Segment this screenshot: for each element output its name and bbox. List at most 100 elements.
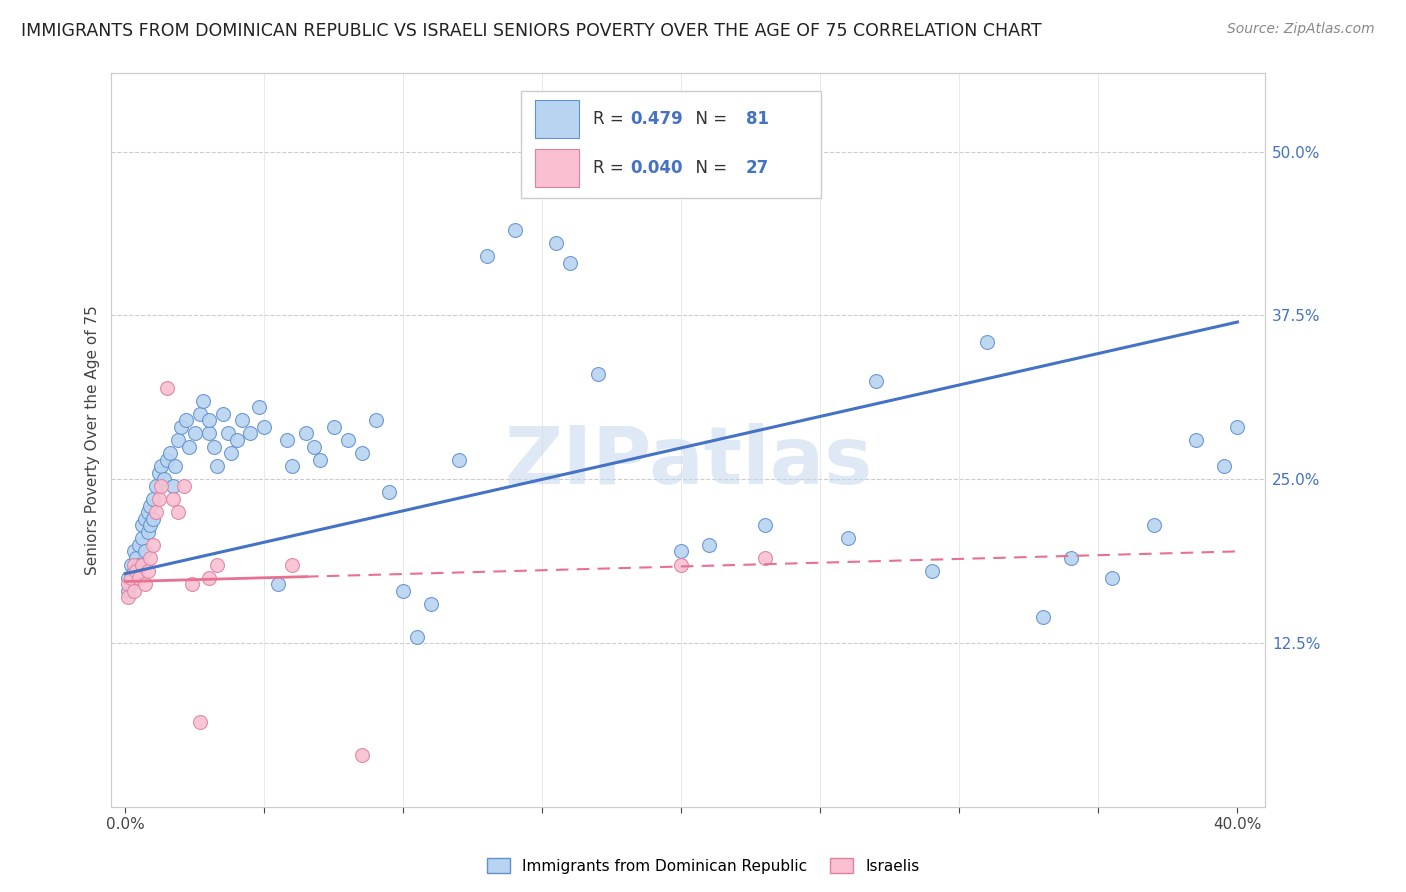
Point xyxy=(117,571,139,585)
Point xyxy=(976,334,998,349)
Point xyxy=(131,558,153,572)
Point xyxy=(153,472,176,486)
Point xyxy=(586,368,609,382)
Point xyxy=(1101,571,1123,585)
Point xyxy=(239,426,262,441)
Text: R =: R = xyxy=(592,160,628,178)
Point xyxy=(350,446,373,460)
Point xyxy=(754,518,776,533)
Point xyxy=(304,440,326,454)
Point xyxy=(205,558,228,572)
Point xyxy=(134,544,156,558)
Point xyxy=(197,426,219,441)
Point xyxy=(378,485,401,500)
Point xyxy=(145,505,167,519)
Point xyxy=(406,630,429,644)
Point xyxy=(560,256,582,270)
Point xyxy=(1143,518,1166,533)
Point xyxy=(125,551,148,566)
Point xyxy=(281,459,304,474)
Text: ZIPatlas: ZIPatlas xyxy=(505,423,873,501)
Point xyxy=(179,440,201,454)
Point xyxy=(295,426,318,441)
Text: 0.040: 0.040 xyxy=(631,160,683,178)
Point xyxy=(167,433,190,447)
Point xyxy=(148,491,170,506)
Text: 27: 27 xyxy=(747,160,769,178)
Point xyxy=(148,466,170,480)
Point xyxy=(156,452,179,467)
Point xyxy=(117,583,139,598)
Point xyxy=(276,433,298,447)
Point xyxy=(921,564,943,578)
Point xyxy=(128,558,150,572)
Point xyxy=(350,747,373,762)
Point xyxy=(191,393,214,408)
Point xyxy=(1184,433,1206,447)
Point xyxy=(125,571,148,585)
Point xyxy=(181,577,204,591)
Point xyxy=(1226,420,1249,434)
Legend: Immigrants from Dominican Republic, Israelis: Immigrants from Dominican Republic, Isra… xyxy=(481,852,925,880)
Point xyxy=(170,420,193,434)
Point xyxy=(136,564,159,578)
Point xyxy=(136,505,159,519)
Text: 0.479: 0.479 xyxy=(631,111,683,128)
Point xyxy=(754,551,776,566)
Point xyxy=(139,499,162,513)
Point xyxy=(134,511,156,525)
Point xyxy=(281,558,304,572)
Point xyxy=(184,426,207,441)
Point xyxy=(205,459,228,474)
Point xyxy=(475,250,498,264)
Point xyxy=(392,583,415,598)
Point xyxy=(122,564,145,578)
Point xyxy=(671,544,693,558)
Point xyxy=(225,433,247,447)
Text: Source: ZipAtlas.com: Source: ZipAtlas.com xyxy=(1227,22,1375,37)
Point xyxy=(197,413,219,427)
Point xyxy=(128,538,150,552)
Point xyxy=(837,531,859,545)
Point xyxy=(162,491,184,506)
Point xyxy=(1059,551,1081,566)
FancyBboxPatch shape xyxy=(534,149,579,187)
Point xyxy=(190,714,212,729)
Point xyxy=(217,426,239,441)
Point xyxy=(156,380,179,394)
Point xyxy=(142,491,165,506)
Point xyxy=(145,479,167,493)
Point xyxy=(1212,459,1234,474)
Text: N =: N = xyxy=(685,160,733,178)
Point xyxy=(122,558,145,572)
Point xyxy=(117,591,139,605)
Point xyxy=(219,446,242,460)
Point xyxy=(503,223,526,237)
Point xyxy=(697,538,720,552)
Point xyxy=(120,558,142,572)
Point xyxy=(420,597,443,611)
Point xyxy=(131,531,153,545)
Point xyxy=(142,538,165,552)
Point xyxy=(136,524,159,539)
Text: IMMIGRANTS FROM DOMINICAN REPUBLIC VS ISRAELI SENIORS POVERTY OVER THE AGE OF 75: IMMIGRANTS FROM DOMINICAN REPUBLIC VS IS… xyxy=(21,22,1042,40)
Point xyxy=(865,374,887,388)
Point xyxy=(139,518,162,533)
Point xyxy=(267,577,290,591)
Point xyxy=(120,577,142,591)
Text: 81: 81 xyxy=(747,111,769,128)
Point xyxy=(309,452,332,467)
Point xyxy=(150,459,173,474)
FancyBboxPatch shape xyxy=(522,91,821,198)
Point xyxy=(159,446,181,460)
Point xyxy=(134,577,156,591)
Point xyxy=(142,511,165,525)
Point xyxy=(117,577,139,591)
Point xyxy=(197,571,219,585)
Point xyxy=(165,459,187,474)
Point xyxy=(122,544,145,558)
Point xyxy=(364,413,387,427)
Point xyxy=(122,583,145,598)
Point xyxy=(671,558,693,572)
Text: R =: R = xyxy=(592,111,628,128)
